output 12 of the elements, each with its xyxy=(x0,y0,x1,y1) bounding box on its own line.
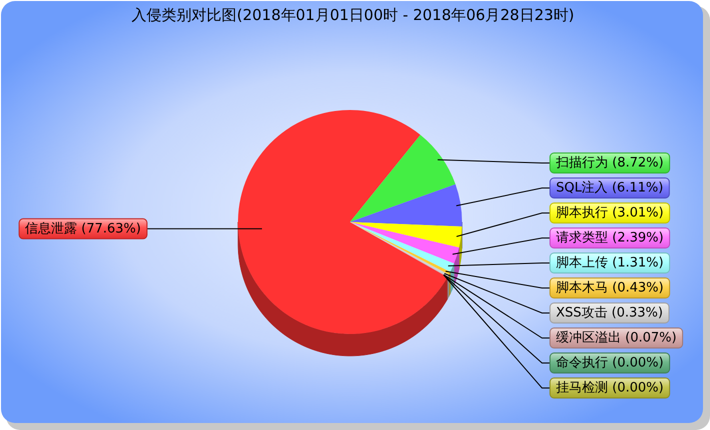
slice-label: SQL注入 (6.11%) xyxy=(556,180,664,196)
slice-label: 脚本执行 (3.01%) xyxy=(556,206,664,220)
category-label: 挂马检测 (0.00%) xyxy=(556,380,664,396)
slice-label: 脚本木马 (0.43%) xyxy=(556,280,664,296)
slice-label: 信息泄露 (77.63%) xyxy=(25,221,141,236)
chart-title: 入侵类别对比图(2018年01月01日00时 - 2018年06月28日23时) xyxy=(132,6,574,24)
slice-label: 请求类型 (2.39%) xyxy=(556,230,664,246)
slice-label: XSS攻击 (0.33%) xyxy=(556,306,663,320)
slice-label: 缓冲区溢出 (0.07%) xyxy=(556,330,677,346)
category-label: 命令执行 (0.00%) xyxy=(556,356,664,370)
slice-label: 脚本上传 (1.31%) xyxy=(556,256,664,270)
slice-label: 扫描行为 (8.72%) xyxy=(555,156,664,170)
